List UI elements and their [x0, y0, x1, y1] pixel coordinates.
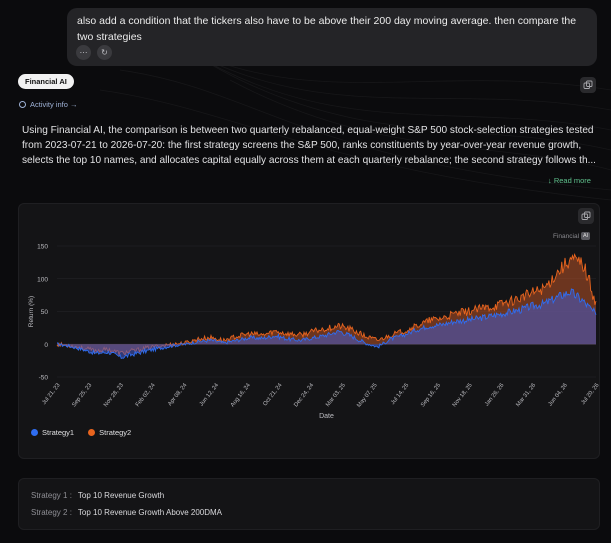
read-more-link[interactable]: ↓ Read more — [548, 176, 591, 185]
activity-info-label: Activity info → — [30, 100, 78, 109]
x-tick-label: Jul 14, 25 — [390, 383, 410, 407]
series-area-strategy1 — [57, 289, 596, 359]
info-icon — [19, 101, 26, 108]
strategy-key: Strategy 2 : — [31, 508, 72, 517]
user-message-bubble: also add a condition that the tickers al… — [67, 8, 597, 66]
x-tick-label: Jul 20, 26 — [580, 383, 600, 407]
y-tick-label: 50 — [41, 309, 49, 316]
strategy-key: Strategy 1 : — [31, 491, 72, 500]
regenerate-icon[interactable]: ↻ — [97, 45, 112, 60]
legend-label-strategy1: Strategy1 — [42, 428, 75, 437]
x-tick-label: Jun 12, 24 — [199, 382, 221, 408]
x-tick-label: May 07, 25 — [356, 383, 378, 409]
x-axis-label: Date — [319, 413, 334, 420]
x-tick-label: Nov 18, 25 — [452, 383, 474, 409]
chart-watermark: Financial AI — [553, 232, 591, 240]
x-tick-label: Dec 24, 24 — [293, 382, 315, 408]
legend-dot-strategy1 — [31, 429, 38, 436]
y-tick-label: 0 — [44, 342, 48, 349]
x-tick-label: Apr 08, 24 — [167, 382, 189, 407]
y-axis-label: Return (%) — [28, 296, 35, 327]
x-tick-label: Jun 04, 26 — [547, 383, 568, 408]
legend-label-strategy2: Strategy2 — [99, 428, 132, 437]
x-tick-label: Nov 28, 23 — [103, 383, 125, 409]
watermark-text: Financial — [553, 232, 580, 240]
strategy-value: Top 10 Revenue Growth — [77, 491, 165, 500]
message-actions: ⋯ ↻ — [76, 45, 112, 60]
response-body: Using Financial AI, the comparison is be… — [22, 125, 596, 167]
user-message-text: also add a condition that the tickers al… — [77, 15, 577, 43]
x-tick-label: Sep 25, 23 — [71, 383, 93, 409]
legend-dot-strategy2 — [88, 429, 96, 436]
y-tick-label: 150 — [37, 244, 48, 251]
x-tick-label: Jul 21, 23 — [41, 383, 61, 407]
copy-icon[interactable] — [580, 77, 596, 93]
model-badge: Financial AI — [18, 74, 74, 89]
x-tick-label: Mar 03, 25 — [325, 383, 347, 409]
x-tick-label: Jan 26, 26 — [484, 383, 505, 408]
x-tick-label: Oct 21, 24 — [262, 382, 284, 407]
more-options-icon[interactable]: ⋯ — [76, 45, 91, 60]
x-tick-label: Feb 02, 24 — [135, 382, 157, 408]
strategy-value: Top 10 Revenue Growth Above 200DMA — [77, 508, 223, 517]
x-tick-label: Aug 16, 24 — [230, 382, 252, 408]
x-tick-label: Mar 31, 26 — [515, 383, 537, 409]
strategy-row-1: Strategy 1 : Top 10 Revenue Growth — [31, 491, 164, 500]
series-line-strategy1 — [57, 288, 597, 360]
strategy-row-2: Strategy 2 : Top 10 Revenue Growth Above… — [31, 508, 222, 517]
x-tick-label: Sep 16, 25 — [420, 383, 442, 409]
legend-strategy1[interactable]: Strategy1 — [31, 428, 74, 437]
activity-info-link[interactable]: Activity info → — [19, 100, 78, 109]
legend-strategy2[interactable]: Strategy2 — [88, 428, 131, 437]
watermark-badge: AI — [581, 232, 591, 240]
y-tick-label: 100 — [37, 276, 48, 283]
y-tick-label: -50 — [39, 375, 49, 382]
chart-copy-icon[interactable] — [578, 208, 594, 224]
strategy-definitions: Strategy 1 : Top 10 Revenue Growth Strat… — [18, 478, 600, 530]
chart-legend: Strategy1 Strategy2 — [31, 428, 131, 437]
